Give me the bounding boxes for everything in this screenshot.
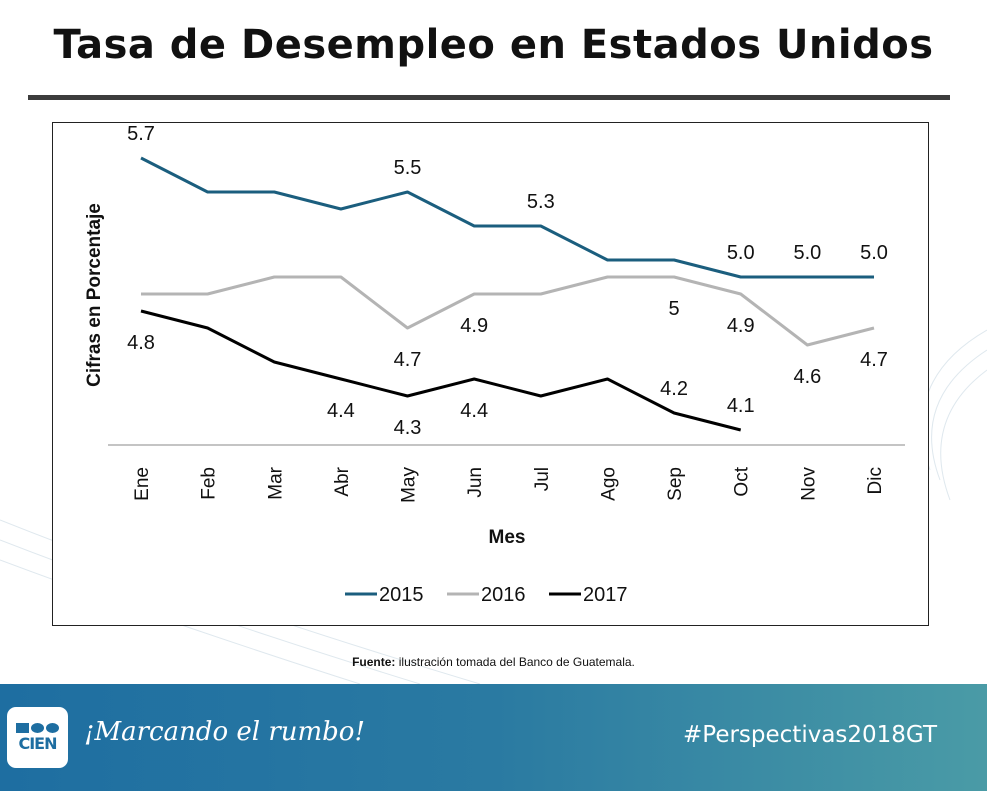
data-label-2017-abr: 4.4 [327,400,355,422]
series-line-2017 [140,309,742,432]
x-tick-label-oct: Oct [732,466,753,496]
data-label-2015-nov: 5.0 [793,242,821,264]
data-label-2017-sep: 4.2 [660,378,688,400]
data-label-2015-may: 5.5 [394,157,422,179]
series-line-2015 [140,156,874,279]
data-label-2015-dic: 5.0 [860,242,888,264]
x-tick-label-mar: Mar [265,466,286,499]
data-label-2016-dic: 4.7 [860,349,888,371]
legend-label-2017: 2017 [583,584,628,606]
x-tick-label-abr: Abr [332,466,353,496]
source-note: Fuente: ilustración tomada del Banco de … [0,655,987,669]
data-label-2015-jul: 5.3 [527,191,555,213]
data-label-2016-jun: 4.9 [460,315,488,337]
slogan: ¡Marcando el rumbo! [84,717,365,747]
series-line-2016 [141,275,875,347]
data-label-2016-nov: 4.6 [793,366,821,388]
chart-frame [52,122,929,626]
x-tick-label-feb: Feb [199,467,220,500]
data-label-2016-sep: 5 [669,298,680,320]
line-chart: Cifras en Porcentaje Ene Feb Mar Abr May Jun Ju… [84,123,905,606]
y-axis-title: Cifras en Porcentaje [84,203,105,387]
source-text: ilustración tomada del Banco de Guatemal… [395,655,635,669]
data-label-2017-ene: 4.8 [127,332,155,354]
title-divider [28,95,950,100]
x-tick-label-nov: Nov [798,467,819,501]
x-tick-label-ene: Ene [132,467,153,501]
legend-label-2016: 2016 [481,584,526,606]
data-label-2016-oct: 4.9 [727,315,755,337]
x-tick-label-jun: Jun [465,467,486,498]
cien-logo: CIEN [7,707,68,768]
x-tick-label-sep: Sep [665,467,686,501]
data-label-2017-jun: 4.4 [460,400,488,422]
hashtag: #Perspectivas2018GT [683,722,937,748]
data-label-2017-may: 4.3 [394,417,422,439]
x-tick-label-ago: Ago [598,467,619,501]
data-label-2017-oct: 4.1 [727,395,755,417]
x-axis-title: Mes [489,527,526,548]
x-tick-label-dic: Dic [865,467,886,494]
x-tick-label-jul: Jul [532,467,553,491]
data-label-2015-oct: 5.0 [727,242,755,264]
legend-label-2015: 2015 [379,584,424,606]
page-title: Tasa de Desempleo en Estados Unidos [53,22,934,68]
source-label: Fuente: [352,655,396,669]
logo-text: CIEN [18,734,57,753]
data-label-2016-may: 4.7 [394,349,422,371]
x-tick-label-may: May [399,467,420,503]
footer-banner: CIEN ¡Marcando el rumbo! #Perspectivas20… [0,684,987,791]
data-label-2015-ene: 5.7 [127,123,155,145]
